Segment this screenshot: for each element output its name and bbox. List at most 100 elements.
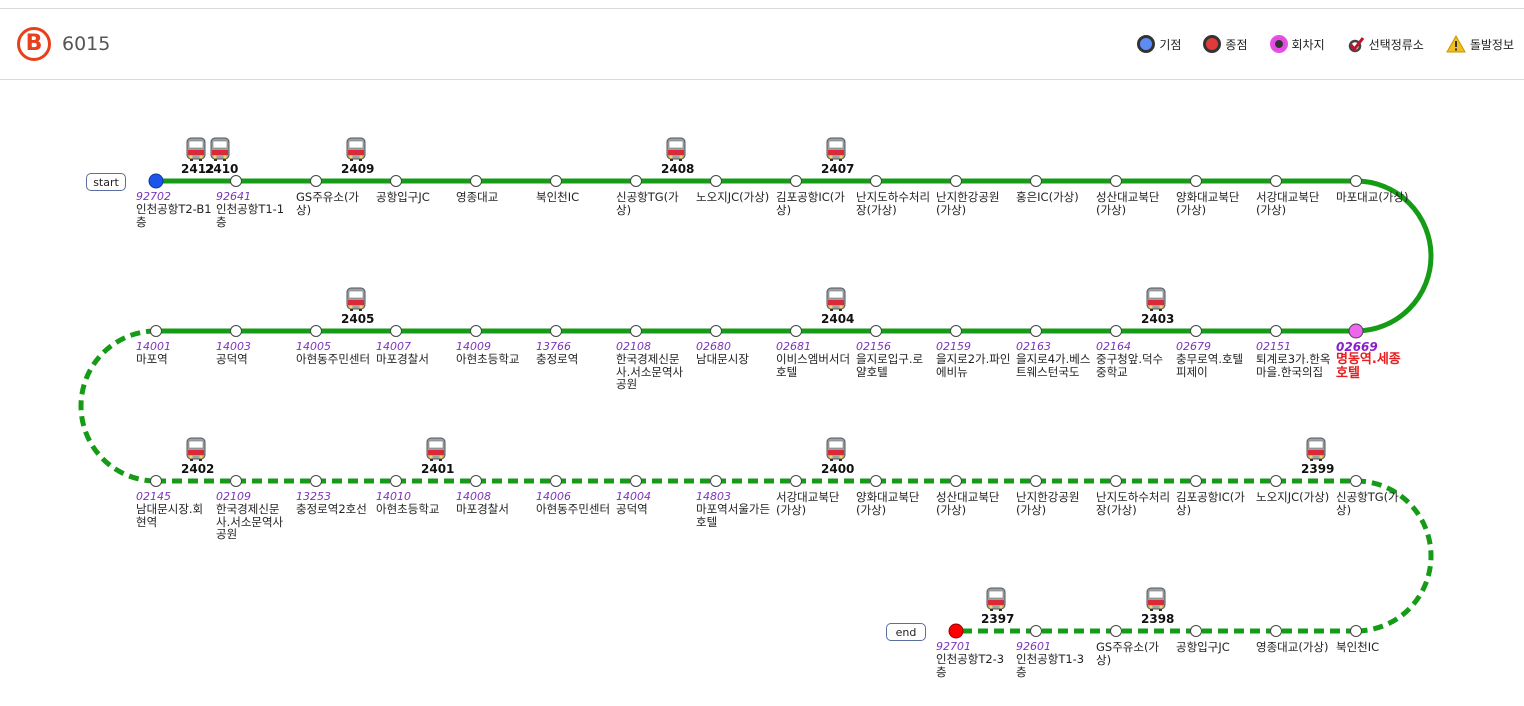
stop-dot[interactable] — [148, 173, 164, 189]
stop-label[interactable]: 마포대교(가상) — [1336, 191, 1412, 204]
stop-label[interactable]: 공항입구JC — [1176, 641, 1252, 654]
stop-dot[interactable] — [1270, 175, 1282, 187]
bus-icon[interactable] — [986, 587, 1006, 611]
stop-label[interactable]: 92641 인천공항T1-1층 — [216, 191, 292, 228]
stop-dot[interactable] — [1350, 175, 1362, 187]
bus-icon[interactable] — [666, 137, 686, 161]
stop-label[interactable]: 노오지JC(가상) — [696, 191, 772, 204]
stop-dot[interactable] — [390, 475, 402, 487]
stop-dot[interactable] — [710, 175, 722, 187]
stop-dot[interactable] — [950, 325, 962, 337]
stop-label[interactable]: 92701 인천공항T2-3층 — [936, 641, 1012, 678]
stop-label[interactable]: 02156 을지로입구.로얄호텔 — [856, 341, 932, 378]
stop-dot[interactable] — [1270, 325, 1282, 337]
bus-icon[interactable] — [826, 287, 846, 311]
stop-dot[interactable] — [1270, 475, 1282, 487]
stop-dot[interactable] — [1190, 475, 1202, 487]
stop-label[interactable]: 92601 인천공항T1-3층 — [1016, 641, 1092, 678]
stop-label[interactable]: 14007 마포경찰서 — [376, 341, 452, 366]
stop-dot[interactable] — [1350, 475, 1362, 487]
stop-dot[interactable] — [230, 175, 242, 187]
stop-label[interactable]: 14803 마포역서울가든호텔 — [696, 491, 772, 528]
stop-dot[interactable] — [470, 475, 482, 487]
stop-dot[interactable] — [1030, 475, 1042, 487]
stop-dot[interactable] — [1030, 325, 1042, 337]
bus-icon[interactable] — [826, 137, 846, 161]
stop-label[interactable]: 02145 남대문시장.회현역 — [136, 491, 212, 528]
stop-label[interactable]: 난지한강공원(가상) — [936, 191, 1012, 216]
stop-label[interactable]: 13766 충정로역 — [536, 341, 612, 366]
stop-label[interactable]: 02108 한국경제신문사.서소문역사공원 — [616, 341, 692, 391]
stop-label[interactable]: 02159 을지로2가.파인에비뉴 — [936, 341, 1012, 378]
stop-dot[interactable] — [1190, 325, 1202, 337]
stop-dot[interactable] — [950, 475, 962, 487]
stop-dot[interactable] — [950, 175, 962, 187]
stop-label[interactable]: 02109 한국경제신문사.서소문역사공원 — [216, 491, 292, 541]
stop-dot[interactable] — [1270, 625, 1282, 637]
bus-icon[interactable] — [826, 437, 846, 461]
stop-dot[interactable] — [390, 325, 402, 337]
bus-icon[interactable] — [1146, 287, 1166, 311]
stop-dot[interactable] — [790, 475, 802, 487]
bus-icon[interactable] — [186, 137, 206, 161]
stop-label[interactable]: 성산대교북단(가상) — [936, 491, 1012, 516]
stop-dot[interactable] — [150, 475, 162, 487]
stop-dot[interactable] — [470, 325, 482, 337]
stop-label[interactable]: 양화대교북단(가상) — [1176, 191, 1252, 216]
bus-icon[interactable] — [346, 137, 366, 161]
stop-dot[interactable] — [1030, 625, 1042, 637]
stop-label[interactable]: 영종대교 — [456, 191, 532, 204]
stop-dot[interactable] — [1348, 323, 1364, 339]
stop-label[interactable]: 공항입구JC — [376, 191, 452, 204]
stop-label[interactable]: 북인천IC — [1336, 641, 1412, 654]
stop-dot[interactable] — [870, 175, 882, 187]
stop-label[interactable]: 14003 공덕역 — [216, 341, 292, 366]
stop-label[interactable]: GS주유소(가상) — [296, 191, 372, 216]
stop-label[interactable]: 13253 충정로역2호선 — [296, 491, 372, 516]
stop-dot[interactable] — [470, 175, 482, 187]
stop-label[interactable]: 02164 중구청앞.덕수중학교 — [1096, 341, 1172, 378]
stop-label[interactable]: 14009 아현초등학교 — [456, 341, 532, 366]
bus-icon[interactable] — [210, 137, 230, 161]
stop-label[interactable]: 성산대교북단(가상) — [1096, 191, 1172, 216]
stop-label[interactable]: 02669 명동역.세종호텔 — [1336, 341, 1412, 381]
stop-label[interactable]: 노오지JC(가상) — [1256, 491, 1332, 504]
stop-dot[interactable] — [310, 475, 322, 487]
stop-label[interactable]: 영종대교(가상) — [1256, 641, 1332, 654]
stop-label[interactable]: 14006 아현동주민센터 — [536, 491, 612, 516]
stop-label[interactable]: 02681 이비스엠버서더호텔 — [776, 341, 852, 378]
stop-dot[interactable] — [1110, 175, 1122, 187]
stop-dot[interactable] — [550, 475, 562, 487]
stop-dot[interactable] — [710, 475, 722, 487]
stop-dot[interactable] — [1350, 625, 1362, 637]
stop-label[interactable]: 14010 아현초등학교 — [376, 491, 452, 516]
stop-label[interactable]: 김포공항IC(가상) — [1176, 491, 1252, 516]
stop-dot[interactable] — [310, 175, 322, 187]
stop-dot[interactable] — [630, 325, 642, 337]
stop-dot[interactable] — [1190, 175, 1202, 187]
stop-label[interactable]: 홍은IC(가상) — [1016, 191, 1092, 204]
stop-label[interactable]: 신공항TG(가상) — [616, 191, 692, 216]
stop-dot[interactable] — [550, 325, 562, 337]
stop-dot[interactable] — [790, 325, 802, 337]
stop-dot[interactable] — [948, 623, 964, 639]
stop-label[interactable]: 난지한강공원(가상) — [1016, 491, 1092, 516]
stop-label[interactable]: 02679 충무로역.호텔피제이 — [1176, 341, 1252, 378]
stop-label[interactable]: 02163 을지로4가.베스트웨스턴국도 — [1016, 341, 1092, 378]
stop-dot[interactable] — [1030, 175, 1042, 187]
bus-icon[interactable] — [346, 287, 366, 311]
stop-label[interactable]: 서강대교북단(가상) — [776, 491, 852, 516]
stop-dot[interactable] — [150, 325, 162, 337]
stop-label[interactable]: 14004 공덕역 — [616, 491, 692, 516]
stop-dot[interactable] — [1110, 625, 1122, 637]
bus-icon[interactable] — [186, 437, 206, 461]
stop-dot[interactable] — [870, 325, 882, 337]
stop-dot[interactable] — [1110, 325, 1122, 337]
stop-label[interactable]: 14005 아현동주민센터 — [296, 341, 372, 366]
stop-dot[interactable] — [390, 175, 402, 187]
bus-icon[interactable] — [426, 437, 446, 461]
stop-label[interactable]: 02151 퇴계로3가.한옥마을.한국의집 — [1256, 341, 1332, 378]
stop-dot[interactable] — [870, 475, 882, 487]
stop-label[interactable]: 김포공항IC(가상) — [776, 191, 852, 216]
stop-label[interactable]: 난지도하수처리장(가상) — [1096, 491, 1172, 516]
